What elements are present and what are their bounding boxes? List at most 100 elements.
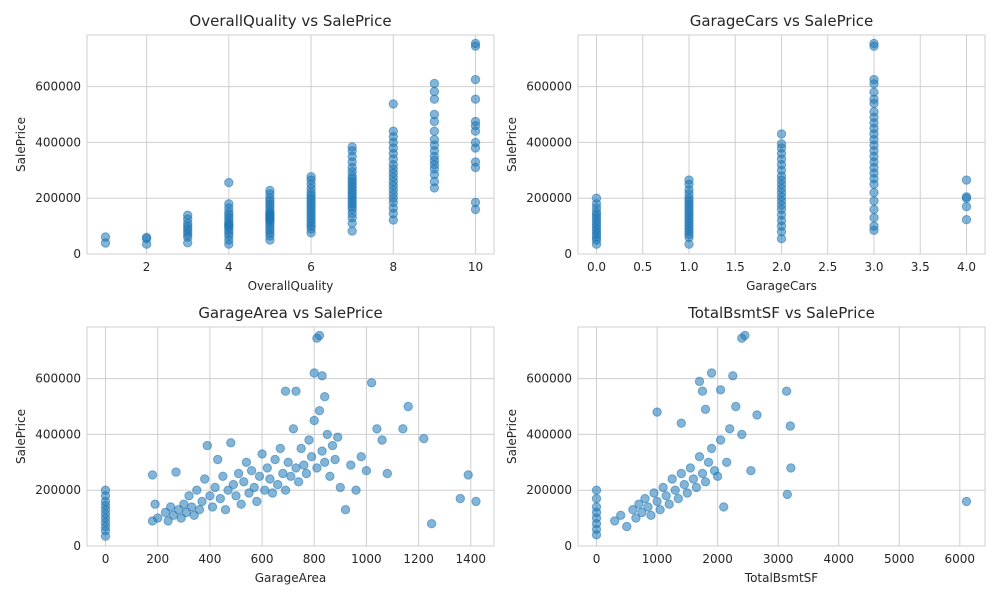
x-axis-label: OverallQuality xyxy=(248,279,334,293)
data-point xyxy=(306,452,317,462)
data-point xyxy=(471,496,481,507)
data-point xyxy=(254,471,265,481)
data-point xyxy=(179,499,189,509)
data-point xyxy=(388,126,398,136)
y-tick-label: 400000 xyxy=(526,427,572,441)
data-point xyxy=(183,210,193,220)
x-tick-label: 1.5 xyxy=(726,260,745,274)
data-point xyxy=(223,485,233,495)
data-point xyxy=(419,433,429,444)
data-point xyxy=(220,505,231,515)
data-point xyxy=(591,193,602,203)
y-tick-label: 0 xyxy=(73,539,81,553)
data-point xyxy=(361,466,372,476)
data-point xyxy=(676,468,686,479)
chart-title: GarageArea vs SalePrice xyxy=(198,304,382,322)
data-point xyxy=(270,454,280,465)
y-tick-label: 600000 xyxy=(526,80,572,94)
data-point xyxy=(356,452,366,462)
data-point xyxy=(150,499,160,509)
y-tick-label: 200000 xyxy=(526,191,572,205)
data-point xyxy=(291,386,301,396)
data-point xyxy=(658,482,668,493)
plot-frame xyxy=(577,34,986,255)
data-point xyxy=(291,463,301,473)
data-point xyxy=(100,232,111,242)
x-tick-label: 2.0 xyxy=(772,260,791,274)
subplot-4: 0 1000 2000 3000 4000 5000 6000 0 200000 400000 60… xyxy=(505,304,986,585)
x-tick-label: 3000 xyxy=(763,552,794,566)
x-axis-label: GarageArea xyxy=(255,571,327,585)
data-point xyxy=(335,482,345,493)
data-point xyxy=(869,196,879,206)
data-point xyxy=(340,505,351,515)
data-point xyxy=(670,485,680,495)
data-point xyxy=(869,204,879,215)
x-tick-label: 400 xyxy=(198,552,221,566)
data-point xyxy=(252,496,262,507)
chart-title: TotalBsmtSF vs SalePrice xyxy=(687,304,875,322)
data-point xyxy=(325,471,335,481)
data-point xyxy=(317,446,327,456)
data-point xyxy=(218,471,228,481)
x-tick-label: 0 xyxy=(102,552,110,566)
x-axis-label: TotalBsmtSF xyxy=(744,571,819,585)
data-point xyxy=(283,457,293,467)
y-axis-label: SalePrice xyxy=(14,409,28,464)
data-point xyxy=(215,493,226,504)
data-point xyxy=(231,491,241,501)
data-point xyxy=(317,371,327,381)
data-point xyxy=(869,213,879,223)
data-point xyxy=(470,137,481,148)
x-tick-label: 6 xyxy=(307,260,315,274)
data-point xyxy=(314,330,325,341)
data-point xyxy=(265,185,275,196)
data-point xyxy=(667,474,677,484)
x-tick-label: 800 xyxy=(303,552,326,566)
data-point xyxy=(372,424,382,434)
data-point xyxy=(961,215,972,225)
data-point xyxy=(591,493,602,504)
data-point xyxy=(426,519,437,529)
data-point xyxy=(275,443,285,454)
data-point xyxy=(306,172,316,182)
data-point xyxy=(246,466,257,476)
x-tick-label: 6000 xyxy=(945,552,976,566)
data-point xyxy=(869,221,879,231)
data-point xyxy=(470,197,481,208)
data-point xyxy=(646,510,656,520)
data-point xyxy=(205,491,215,501)
data-point xyxy=(312,463,322,473)
data-point xyxy=(715,385,726,395)
x-tick-label: 2000 xyxy=(702,552,733,566)
data-point xyxy=(163,516,173,526)
data-point xyxy=(722,457,732,467)
data-point xyxy=(288,424,299,434)
data-point xyxy=(241,457,252,467)
data-point xyxy=(278,468,288,479)
data-point xyxy=(194,505,205,515)
data-point xyxy=(470,116,481,127)
data-point xyxy=(153,513,163,523)
data-point xyxy=(366,378,377,388)
data-point xyxy=(429,109,440,120)
data-point xyxy=(470,74,481,85)
data-point xyxy=(257,449,267,459)
x-tick-label: 1.0 xyxy=(679,260,698,274)
data-point xyxy=(265,474,275,484)
data-point xyxy=(296,443,306,454)
data-point xyxy=(171,467,181,477)
y-tick-label: 200000 xyxy=(35,191,81,205)
x-tick-label: 3.0 xyxy=(864,260,883,274)
data-point xyxy=(280,386,291,396)
data-point xyxy=(740,330,750,341)
data-point xyxy=(192,485,202,495)
data-point xyxy=(776,129,787,139)
data-point xyxy=(304,435,314,445)
data-point xyxy=(320,392,330,402)
data-point xyxy=(781,386,792,396)
data-point xyxy=(228,479,239,490)
data-point xyxy=(309,368,319,378)
